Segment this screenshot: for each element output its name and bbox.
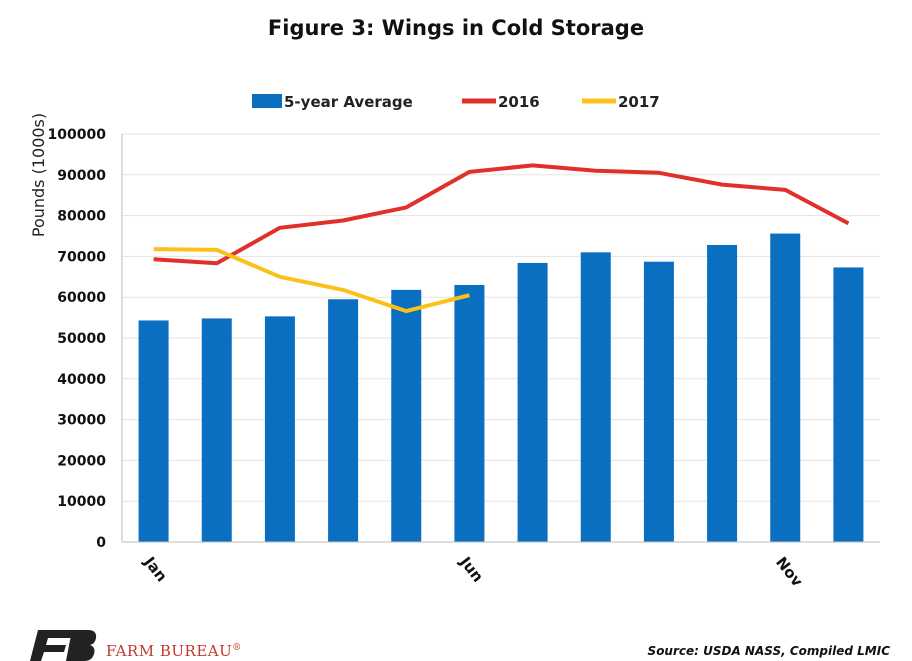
farm-bureau-logo: FARM BUREAU® [30, 630, 242, 661]
y-tick-label: 10000 [57, 494, 106, 510]
x-axis-ticks: Jan Jun Nov [140, 553, 807, 591]
y-tick-label: 30000 [57, 413, 106, 429]
bar-5yr-average [201, 318, 232, 542]
chart-legend: 5-year Average 2016 2017 [252, 93, 660, 111]
farm-bureau-wordmark: FARM BUREAU® [106, 642, 242, 660]
bars-5yr-average [138, 233, 864, 542]
y-tick-label: 100000 [48, 127, 107, 143]
y-axis-ticks: 0 10000 20000 30000 40000 50000 60000 70000 8000… [48, 127, 107, 551]
y-tick-label: 80000 [57, 209, 106, 225]
legend-label-2017: 2017 [618, 93, 660, 111]
line-2017 [153, 247, 470, 314]
bar-5yr-average [770, 233, 801, 542]
legend-label-5yr: 5-year Average [284, 93, 413, 111]
y-tick-label: 60000 [57, 290, 106, 306]
gridlines [122, 133, 880, 502]
legend-swatch-5yr [252, 94, 282, 108]
y-tick-label: 20000 [57, 453, 106, 469]
bar-5yr-average [643, 261, 674, 542]
farm-bureau-logo-mark [30, 630, 97, 661]
source-note: Source: USDA NASS, Compiled LMIC [648, 644, 891, 658]
y-tick-label: 50000 [57, 331, 106, 347]
y-tick-label: 0 [96, 535, 106, 551]
chart-title: Figure 3: Wings in Cold Storage [268, 16, 644, 40]
bar-5yr-average [580, 252, 611, 542]
bar-5yr-average [264, 316, 295, 542]
lines [153, 163, 850, 314]
logo-f-shape [30, 630, 74, 661]
bar-5yr-average [391, 289, 422, 542]
y-tick-label: 40000 [57, 372, 106, 388]
bar-5yr-average [454, 284, 485, 542]
y-tick-label: 70000 [57, 249, 106, 265]
legend-label-2016: 2016 [498, 93, 540, 111]
bar-5yr-average [138, 320, 169, 542]
x-tick-label: Jan [140, 553, 171, 586]
y-axis-label: Pounds (1000s) [29, 113, 48, 237]
line-2016 [153, 163, 850, 266]
bar-5yr-average [707, 244, 738, 542]
x-tick-label: Nov [772, 553, 806, 590]
y-tick-label: 90000 [57, 168, 106, 184]
logo-b-shape [66, 630, 97, 661]
bar-5yr-average [833, 267, 864, 542]
bar-5yr-average [517, 262, 548, 542]
x-tick-label: Jun [456, 553, 487, 586]
bar-5yr-average [328, 299, 359, 542]
